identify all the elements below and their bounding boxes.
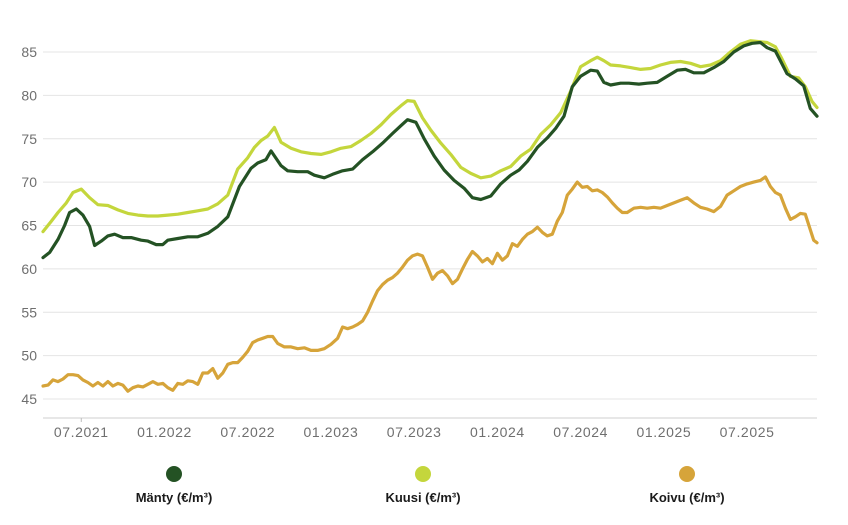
series-line-1 <box>41 39 819 234</box>
legend-item-kuusi: Kuusi (€/m³) <box>363 466 483 505</box>
y-tick-label: 65 <box>21 218 37 234</box>
x-tick-label: 07.2021 <box>54 424 109 440</box>
y-tick-label: 70 <box>21 174 37 190</box>
x-tick-label: 01.2023 <box>304 424 359 440</box>
y-tick-label: 60 <box>21 261 37 277</box>
x-tick-label: 01.2022 <box>137 424 192 440</box>
x-tick-label: 01.2024 <box>470 424 525 440</box>
y-tick-label: 85 <box>21 44 37 60</box>
y-tick-label: 45 <box>21 391 37 407</box>
legend-marker-manty <box>166 466 182 482</box>
series-line-0 <box>41 40 819 260</box>
y-tick-label: 80 <box>21 87 37 103</box>
legend-marker-kuusi <box>415 466 431 482</box>
x-tick-label: 07.2024 <box>553 424 608 440</box>
legend: Mänty (€/m³) Kuusi (€/m³) Koivu (€/m³) <box>0 466 848 516</box>
legend-item-manty: Mänty (€/m³) <box>114 466 234 505</box>
series-lines <box>41 39 819 393</box>
legend-label-manty: Mänty (€/m³) <box>135 490 213 505</box>
y-tick-label: 55 <box>21 304 37 320</box>
y-axis-ticks: 45 50 55 60 65 70 75 80 85 <box>21 44 37 407</box>
gridlines <box>43 51 817 400</box>
line-chart: 45 50 55 60 65 70 75 80 85 07.2021 01.2022 07.2022… <box>21 39 819 440</box>
x-tick-label: 07.2022 <box>220 424 275 440</box>
x-tick-label: 07.2023 <box>387 424 442 440</box>
x-axis-ticks: 07.2021 01.2022 07.2022 01.2023 07.2023 01.20… <box>54 418 775 440</box>
y-tick-label: 75 <box>21 131 37 147</box>
series-line-2 <box>41 175 819 393</box>
legend-marker-koivu <box>679 466 695 482</box>
x-tick-label: 07.2025 <box>720 424 775 440</box>
legend-label-kuusi: Kuusi (€/m³) <box>385 490 461 505</box>
legend-label-koivu: Koivu (€/m³) <box>649 490 725 505</box>
x-tick-label: 01.2025 <box>636 424 691 440</box>
legend-item-koivu: Koivu (€/m³) <box>627 466 747 505</box>
y-tick-label: 50 <box>21 348 37 364</box>
